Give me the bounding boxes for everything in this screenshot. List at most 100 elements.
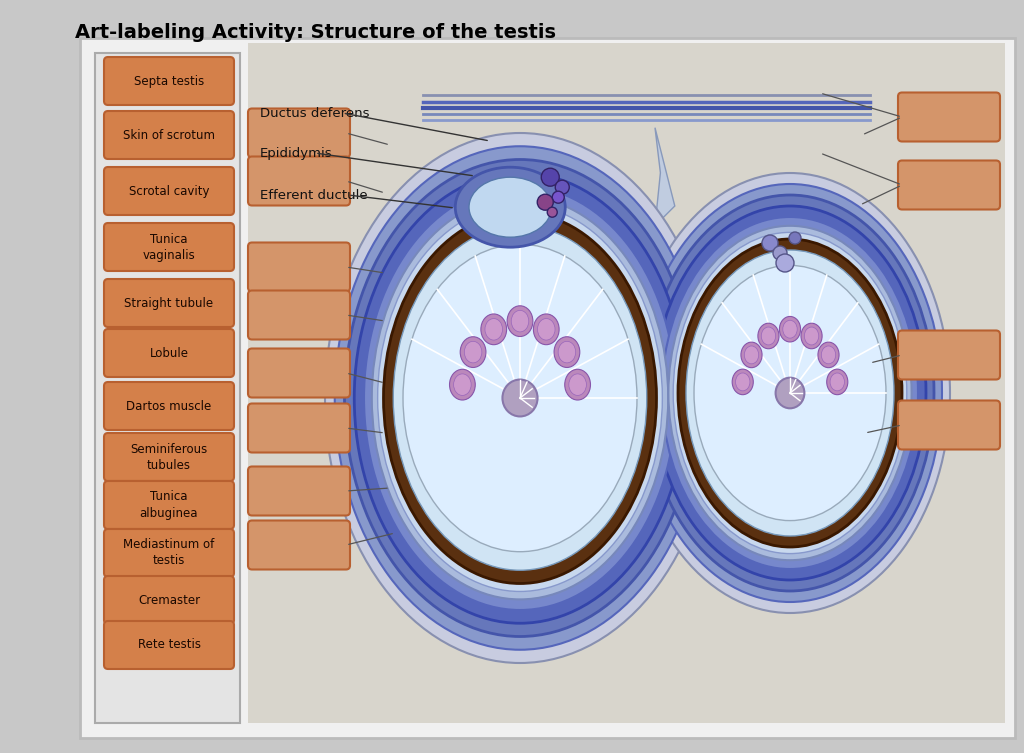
Text: Tunica
vaginalis: Tunica vaginalis <box>142 233 196 261</box>
FancyBboxPatch shape <box>104 576 234 624</box>
Ellipse shape <box>393 226 647 570</box>
Ellipse shape <box>744 346 759 364</box>
Ellipse shape <box>460 337 486 367</box>
Circle shape <box>762 235 778 251</box>
FancyBboxPatch shape <box>104 433 234 481</box>
Ellipse shape <box>344 160 695 636</box>
Ellipse shape <box>801 323 822 349</box>
Ellipse shape <box>325 133 715 663</box>
Ellipse shape <box>678 239 902 547</box>
Ellipse shape <box>761 327 775 345</box>
Ellipse shape <box>735 373 750 391</box>
Ellipse shape <box>503 380 538 416</box>
FancyBboxPatch shape <box>248 108 350 157</box>
Text: Mediastinum of
testis: Mediastinum of testis <box>123 538 215 568</box>
Ellipse shape <box>694 265 886 520</box>
FancyBboxPatch shape <box>95 53 240 723</box>
Ellipse shape <box>662 217 918 569</box>
Ellipse shape <box>669 226 911 560</box>
Ellipse shape <box>511 310 528 332</box>
Ellipse shape <box>732 369 754 395</box>
FancyBboxPatch shape <box>248 467 350 516</box>
FancyBboxPatch shape <box>248 157 350 206</box>
Ellipse shape <box>630 173 950 613</box>
Ellipse shape <box>469 177 552 237</box>
Ellipse shape <box>673 233 907 553</box>
Text: Lobule: Lobule <box>150 346 188 359</box>
Circle shape <box>538 194 553 210</box>
Ellipse shape <box>558 341 575 363</box>
FancyBboxPatch shape <box>248 349 350 398</box>
FancyBboxPatch shape <box>898 93 1000 142</box>
Ellipse shape <box>384 212 656 584</box>
FancyBboxPatch shape <box>898 331 1000 380</box>
Ellipse shape <box>481 314 507 345</box>
Ellipse shape <box>646 195 934 591</box>
Ellipse shape <box>821 346 836 364</box>
Ellipse shape <box>782 320 798 338</box>
Circle shape <box>790 232 801 244</box>
Ellipse shape <box>372 197 669 599</box>
FancyBboxPatch shape <box>104 329 234 377</box>
Ellipse shape <box>534 314 559 345</box>
Ellipse shape <box>818 342 839 367</box>
Ellipse shape <box>826 369 848 395</box>
FancyBboxPatch shape <box>104 167 234 215</box>
Text: Seminiferous
tubules: Seminiferous tubules <box>130 443 208 471</box>
Ellipse shape <box>569 374 587 395</box>
FancyBboxPatch shape <box>104 621 234 669</box>
Ellipse shape <box>779 316 801 342</box>
Ellipse shape <box>354 172 686 623</box>
Ellipse shape <box>335 146 706 650</box>
FancyBboxPatch shape <box>248 43 1005 723</box>
Ellipse shape <box>464 341 482 363</box>
Text: Septa testis: Septa testis <box>134 75 204 87</box>
Text: Cremaster: Cremaster <box>138 593 200 606</box>
Text: Rete testis: Rete testis <box>137 639 201 651</box>
Text: Straight tubule: Straight tubule <box>125 297 214 309</box>
Circle shape <box>776 254 794 272</box>
Ellipse shape <box>378 205 663 591</box>
Ellipse shape <box>554 337 580 367</box>
Circle shape <box>542 168 559 186</box>
Ellipse shape <box>454 374 471 395</box>
Ellipse shape <box>654 206 926 580</box>
Text: Ductus deferens: Ductus deferens <box>260 106 370 120</box>
FancyBboxPatch shape <box>898 401 1000 450</box>
FancyBboxPatch shape <box>104 111 234 159</box>
Text: Efferent ductule: Efferent ductule <box>260 188 368 202</box>
FancyBboxPatch shape <box>104 279 234 327</box>
Ellipse shape <box>450 369 475 400</box>
FancyBboxPatch shape <box>104 57 234 105</box>
Ellipse shape <box>741 342 762 367</box>
FancyBboxPatch shape <box>248 242 350 291</box>
FancyBboxPatch shape <box>248 520 350 569</box>
Circle shape <box>773 246 787 260</box>
Text: Scrotal cavity: Scrotal cavity <box>129 184 209 197</box>
Circle shape <box>552 191 564 203</box>
Ellipse shape <box>758 323 779 349</box>
Ellipse shape <box>775 378 805 408</box>
FancyBboxPatch shape <box>104 529 234 577</box>
Ellipse shape <box>507 306 532 337</box>
Ellipse shape <box>538 319 555 340</box>
Ellipse shape <box>364 186 676 610</box>
FancyBboxPatch shape <box>104 481 234 529</box>
FancyBboxPatch shape <box>80 38 1015 738</box>
Text: Skin of scrotum: Skin of scrotum <box>123 129 215 142</box>
Text: Dartos muscle: Dartos muscle <box>126 400 212 413</box>
Ellipse shape <box>456 167 565 247</box>
Ellipse shape <box>804 327 819 345</box>
Text: Tunica
albuginea: Tunica albuginea <box>139 490 199 520</box>
FancyBboxPatch shape <box>104 223 234 271</box>
Ellipse shape <box>686 250 894 536</box>
FancyBboxPatch shape <box>104 382 234 430</box>
Text: Art-labeling Activity: Structure of the testis: Art-labeling Activity: Structure of the … <box>75 23 556 42</box>
Polygon shape <box>655 128 675 226</box>
FancyBboxPatch shape <box>248 291 350 340</box>
Ellipse shape <box>485 319 503 340</box>
Ellipse shape <box>830 373 845 391</box>
FancyBboxPatch shape <box>248 404 350 453</box>
Ellipse shape <box>403 244 637 552</box>
Circle shape <box>547 207 557 217</box>
